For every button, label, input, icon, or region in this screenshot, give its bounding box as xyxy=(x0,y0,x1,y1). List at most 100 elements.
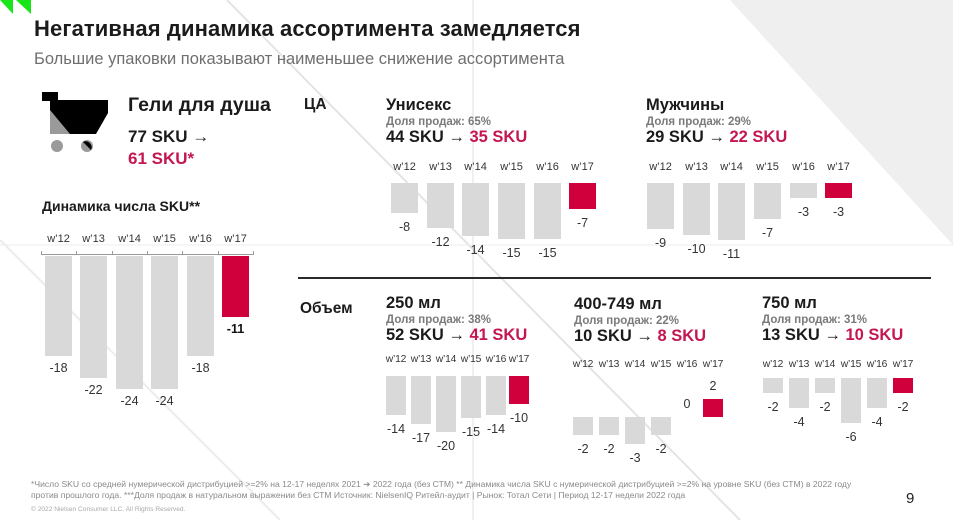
chart-category-label: w’16 xyxy=(189,233,212,245)
chart-bar xyxy=(498,183,525,240)
chart-bar xyxy=(222,256,249,318)
chart-bar xyxy=(815,378,835,393)
chart-category-label: w’15 xyxy=(756,161,779,173)
chart-bar xyxy=(718,183,745,240)
chart-category-label: w’14 xyxy=(464,161,487,173)
chart-value-label: -2 xyxy=(897,400,909,414)
arrow-right-icon: → xyxy=(448,128,465,146)
chart-category-label: w’17 xyxy=(892,359,914,370)
chart-category-label: w’12 xyxy=(393,161,416,173)
segment-250ml: 250 мл Доля продаж: 38% 52 SKU → 41 SKU xyxy=(386,294,527,345)
chart-axis-tick xyxy=(76,251,78,255)
chart-bar xyxy=(116,256,143,390)
segment-name: 400-749 мл xyxy=(574,295,662,313)
segment-men: Мужчины Доля продаж: 29% 29 SKU → 22 SKU xyxy=(646,96,787,147)
corner-triangle-shape xyxy=(730,0,953,245)
chart-category-label: w’13 xyxy=(685,161,708,173)
segment-sku-change: 13 SKU → 10 SKU xyxy=(762,326,903,345)
footnote-line-2: против прошлого года. ***Доля продаж в н… xyxy=(31,490,686,500)
arrow-right-icon: → xyxy=(708,128,725,146)
chart-value-label: -2 xyxy=(603,442,615,456)
segment-name: 750 мл xyxy=(762,294,817,312)
chart-value-label: -12 xyxy=(431,235,450,249)
chart-value-label: -2 xyxy=(577,442,589,456)
chart-value-label: -18 xyxy=(49,360,68,375)
chart-bar xyxy=(763,378,783,393)
chart-category-label: w’15 xyxy=(500,161,523,173)
chart-bar xyxy=(80,256,107,379)
chart-value-label: -17 xyxy=(411,430,431,445)
chart-category-label: w’13 xyxy=(598,359,620,370)
chart-category-label: w’13 xyxy=(429,161,452,173)
chart-bar xyxy=(573,417,593,435)
chart-category-label: w’15 xyxy=(153,233,176,245)
segment-400-749ml: 400-749 мл Доля продаж: 22% 10 SKU → 8 S… xyxy=(574,295,706,346)
chart-category-label: w’15 xyxy=(840,359,862,370)
segment-name: Унисекс xyxy=(386,96,452,114)
chart-value-label: -14 xyxy=(486,422,506,437)
chart-value-label: -3 xyxy=(797,205,810,220)
chart-axis-tick xyxy=(41,251,42,255)
segment-unisex: Унисекс Доля продаж: 65% 44 SKU → 35 SKU xyxy=(386,96,527,147)
sku-dynamics-chart-title: Динамика числа SKU** xyxy=(42,198,201,214)
chart-bar xyxy=(411,376,431,424)
chart-axis-tick xyxy=(147,251,148,255)
chart-category-label: w’17 xyxy=(702,359,724,370)
chart-axis-tick xyxy=(253,251,254,255)
chart-bar xyxy=(486,376,506,416)
segment-sku-change: 29 SKU → 22 SKU xyxy=(646,128,787,147)
chart-category-label: w’17 xyxy=(571,161,594,173)
copyright-notice: © 2022 Nielsen Consumer LLC. All Rights … xyxy=(31,506,186,513)
chart-category-label: w’16 xyxy=(536,161,559,173)
chart-bar xyxy=(534,183,561,240)
segment-sales-share: Доля продаж: 65% xyxy=(386,116,492,128)
chart-value-label: -8 xyxy=(398,220,411,234)
sku-after: 8 SKU xyxy=(657,327,707,345)
chart-bar xyxy=(509,376,529,404)
chart-bar xyxy=(625,417,645,444)
chart-category-label: w’13 xyxy=(410,354,432,365)
chart-category-label: w’14 xyxy=(435,354,457,365)
chart-value-label: -2 xyxy=(767,400,779,414)
segment-sales-share: Доля продаж: 31% xyxy=(762,314,868,326)
chart-value-label: -4 xyxy=(793,415,805,429)
chart-value-label: -6 xyxy=(845,430,857,444)
chart-value-label: -3 xyxy=(832,205,845,220)
chart-value-label: -11 xyxy=(226,322,245,337)
chart-category-label: w’17 xyxy=(224,233,247,245)
chart-bar xyxy=(754,183,781,220)
chart-category-label: w’15 xyxy=(650,359,672,370)
chart-value-label: -24 xyxy=(155,394,174,409)
chart-value-label: -2 xyxy=(819,400,831,414)
chart-value-label: 0 xyxy=(683,397,691,411)
chart-category-label: w’14 xyxy=(624,359,646,370)
chart-category-label: w’16 xyxy=(676,359,698,370)
chart-value-label: -20 xyxy=(436,439,456,453)
chart-value-label: -24 xyxy=(120,394,139,409)
chart-bar xyxy=(651,417,671,435)
chart-category-label: w’17 xyxy=(827,161,850,173)
sku-before: 52 SKU xyxy=(386,326,444,344)
chart-value-label: 2 xyxy=(709,379,717,393)
chart-bar xyxy=(789,378,809,408)
chart-bar xyxy=(867,378,887,408)
chart-bar xyxy=(187,256,214,356)
chart-bar xyxy=(841,378,861,423)
chart-category-label: w’17 xyxy=(508,354,530,365)
segment-name: Мужчины xyxy=(646,96,725,114)
chart-category-label: w’14 xyxy=(814,359,836,370)
chart-category-label: w’16 xyxy=(792,161,815,173)
chart-value-label: -15 xyxy=(538,246,557,261)
chart-value-label: -7 xyxy=(576,216,589,231)
segment-sku-change: 44 SKU → 35 SKU xyxy=(386,128,527,147)
page-title: Негативная динамика ассортимента замедля… xyxy=(34,16,581,41)
segment-sales-share: Доля продаж: 22% xyxy=(574,315,680,327)
logo-chevron-icon xyxy=(16,0,31,14)
chart-axis-tick xyxy=(111,251,113,255)
chart-axis-tick xyxy=(217,251,219,255)
chart-category-label: w’12 xyxy=(385,354,407,365)
shopping-cart-icon xyxy=(42,92,108,152)
chart-bar xyxy=(569,183,596,210)
chart-value-label: -4 xyxy=(871,415,883,429)
sku-after: 22 SKU xyxy=(729,128,788,146)
